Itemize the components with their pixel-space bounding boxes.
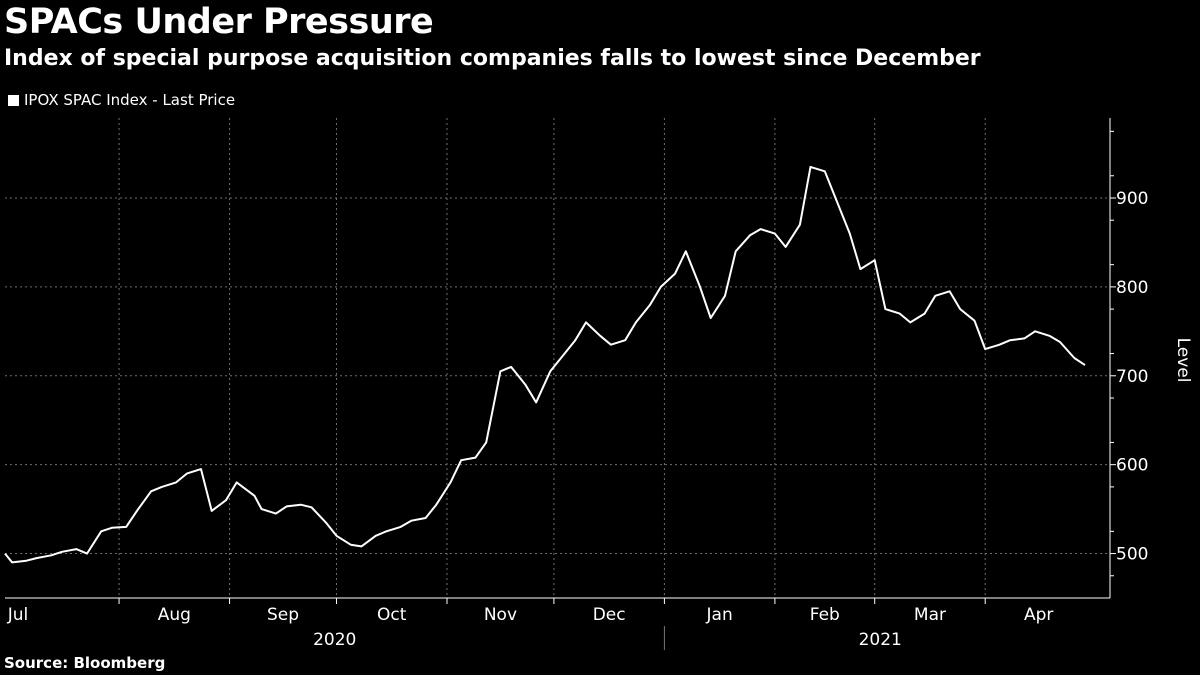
series-line	[4, 165, 1086, 564]
series-group	[4, 165, 1086, 564]
y-tick-label: 600	[1116, 456, 1148, 476]
x-tick-label: Aug	[158, 605, 191, 625]
source-note: Source: Bloomberg	[4, 654, 166, 672]
y-tick-label: 800	[1116, 278, 1148, 298]
x-tick-label: Apr	[1024, 605, 1053, 625]
x-tick-label: Jan	[706, 605, 733, 625]
year-label: 2021	[859, 630, 902, 650]
x-tick-label: Dec	[593, 605, 626, 625]
y-tick-label: 900	[1116, 189, 1148, 209]
x-tick-label: Feb	[810, 605, 840, 625]
y-tick-label: 500	[1116, 545, 1148, 565]
y-tick-label: 700	[1116, 367, 1148, 387]
x-tick-label: Jul	[7, 605, 29, 625]
x-axis: Jul Aug Sep Oct Nov Dec Jan Feb Mar Apr 2020 2021	[5, 597, 1110, 650]
chart-title: SPACs Under Pressure	[4, 2, 434, 42]
x-tick-label: Mar	[914, 605, 946, 625]
x-tick-label: Nov	[484, 605, 517, 625]
grid-lines	[5, 118, 1110, 598]
x-tick-label: Oct	[377, 605, 407, 625]
y-axis: 500 600 700 800 900	[1109, 118, 1148, 598]
x-tick-label: Sep	[267, 605, 299, 625]
chart-subtitle: Index of special purpose acquisition com…	[4, 46, 981, 71]
year-label: 2020	[313, 630, 356, 650]
y-axis-label: Level	[1173, 338, 1193, 383]
legend-label: IPOX SPAC Index - Last Price	[24, 91, 236, 109]
legend: IPOX SPAC Index - Last Price	[8, 91, 235, 109]
legend-swatch	[8, 94, 19, 106]
